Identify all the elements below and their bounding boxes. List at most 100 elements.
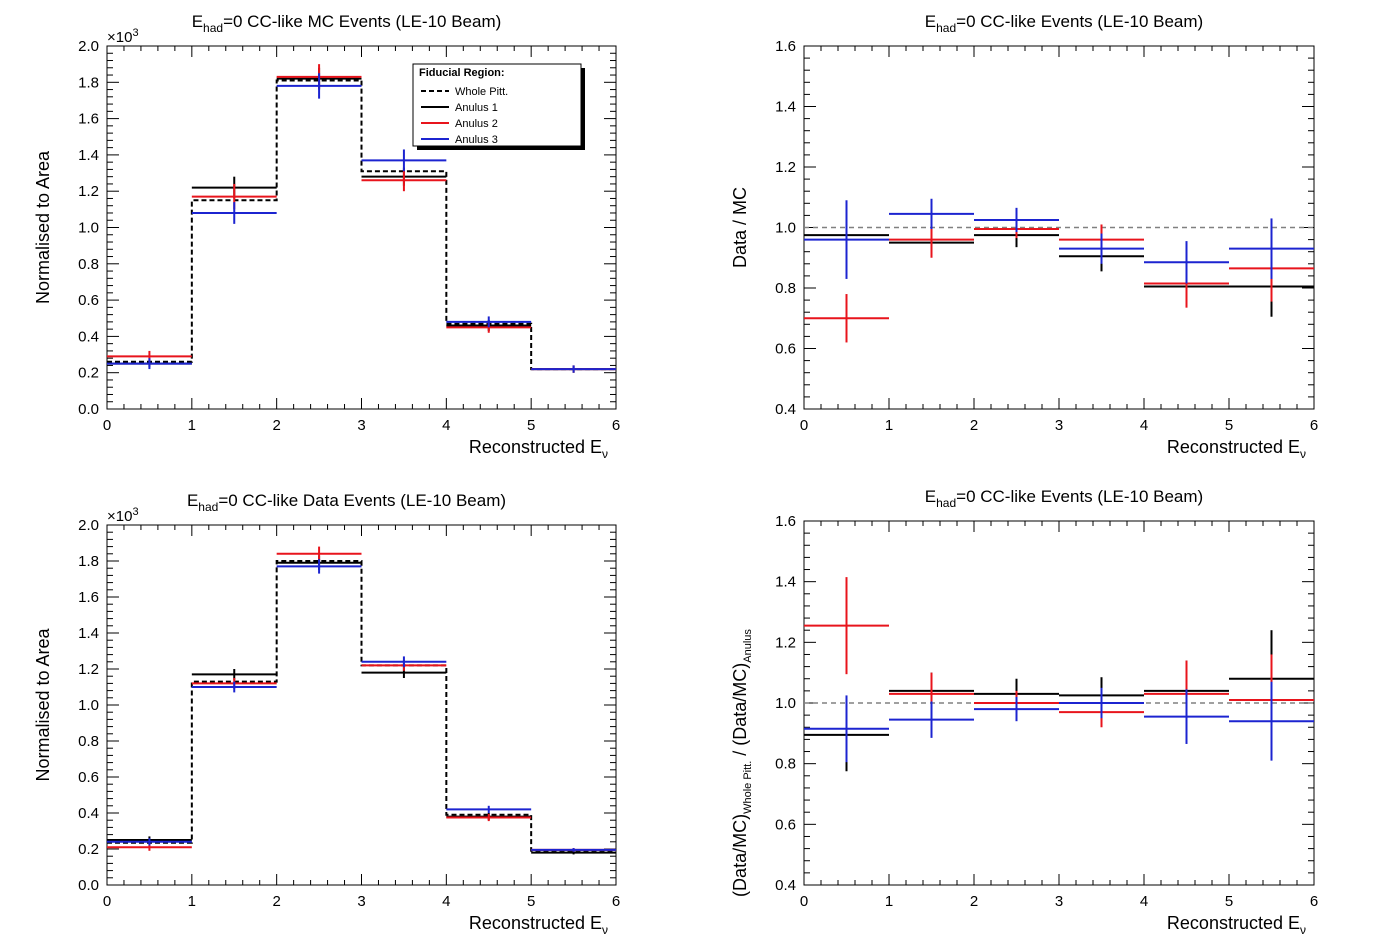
y-tick-label: 1.0 — [78, 220, 99, 237]
x-label-main: Reconstructed E — [1167, 913, 1300, 933]
y-tick-label: 0.6 — [78, 769, 99, 786]
x-tick-label: 2 — [272, 417, 280, 434]
y-tick-label: 1.2 — [78, 661, 99, 678]
y-tick-label: 0.2 — [78, 841, 99, 858]
x-tick-label: 2 — [970, 893, 978, 910]
y-tick-label: 1.8 — [78, 553, 99, 570]
x-tick-label: 5 — [527, 417, 535, 434]
series-an3 — [804, 198, 1314, 284]
series-an3 — [107, 559, 616, 852]
x-axis-label: Reconstructed Eν — [469, 437, 608, 461]
x-axis-label: Reconstructed Eν — [469, 913, 608, 937]
title-rest: =0 CC-like Data Events (LE-10 Beam) — [218, 491, 506, 510]
y-tick-label: 2.0 — [78, 517, 99, 534]
x-label-main: Reconstructed E — [469, 913, 602, 933]
y-tick-label: 1.6 — [775, 513, 796, 530]
y-tick-label: 1.0 — [775, 220, 796, 237]
y-tick-label: 1.4 — [775, 574, 796, 591]
y-tick-label: 0.4 — [78, 328, 99, 345]
y-tick-label: 1.0 — [775, 695, 796, 712]
series-an3 — [804, 681, 1314, 763]
x-tick-label: 6 — [1310, 417, 1318, 434]
title-subscript: had — [936, 21, 956, 35]
series-an2 — [804, 219, 1314, 343]
x-tick-label: 0 — [103, 893, 111, 910]
chart-panel-3: 0.0 0.2 0.4 0.6 0.8 1.0 1.2 1.4 1.6 1.8 2.0 0 1 2 3 4 5 6… — [33, 491, 620, 937]
y-tick-label: 0.4 — [78, 805, 99, 822]
histogram-line — [107, 79, 616, 371]
x-tick-label: 6 — [612, 893, 620, 910]
y-tick-label: 0.6 — [775, 341, 796, 358]
title-main: E — [925, 487, 936, 506]
x-tick-label: 3 — [357, 417, 365, 434]
chart-panel-1: 0.0 0.2 0.4 0.6 0.8 1.0 1.2 1.4 1.6 1.8 2.0 0 1 2 3 4 5 6… — [33, 12, 620, 461]
x-tick-label: 1 — [885, 893, 893, 910]
x-tick-label: 4 — [1140, 417, 1148, 434]
x-tick-label: 6 — [1310, 893, 1318, 910]
y-tick-label: 0.4 — [775, 401, 796, 418]
y-tick-label: 0.6 — [78, 292, 99, 309]
chart-title: Ehad=0 CC-like Events (LE-10 Beam) — [925, 487, 1203, 510]
x-tick-label: 1 — [188, 417, 196, 434]
y-label-subscript: Anulus — [742, 629, 754, 663]
chart-panel-4: 0.4 0.6 0.8 1.0 1.2 1.4 1.6 0 1 2 3 4 5 6 Ehad=0 CC-li… — [730, 487, 1318, 937]
y-tick-label: 0.8 — [78, 733, 99, 750]
legend-header: Fiducial Region: — [419, 67, 505, 79]
title-rest: =0 CC-like Events (LE-10 Beam) — [956, 487, 1203, 506]
y-label-part: (Data/MC) — [730, 814, 750, 897]
x-tick-label: 4 — [442, 893, 450, 910]
y-axis-multiplier: ×103 — [107, 506, 139, 525]
multiplier-exponent: 3 — [132, 27, 138, 39]
x-tick-label: 3 — [1055, 893, 1063, 910]
y-tick-label: 1.6 — [78, 111, 99, 128]
title-main: E — [187, 491, 198, 510]
legend-entry: Anulus 1 — [455, 102, 498, 114]
x-label-subscript: ν — [1300, 447, 1306, 461]
y-tick-label: 2.0 — [78, 38, 99, 55]
y-tick-label: 1.2 — [775, 634, 796, 651]
x-tick-label: 5 — [527, 893, 535, 910]
y-tick-label: 1.2 — [775, 159, 796, 176]
y-tick-label: 0.4 — [775, 877, 796, 894]
y-tick-label: 0.8 — [775, 756, 796, 773]
series-whole — [107, 79, 616, 371]
x-label-subscript: ν — [602, 923, 608, 937]
x-tick-label: 0 — [103, 417, 111, 434]
histogram-line — [107, 560, 616, 852]
x-tick-label: 1 — [885, 417, 893, 434]
title-subscript: had — [936, 496, 956, 510]
x-tick-label: 3 — [357, 893, 365, 910]
x-tick-label: 3 — [1055, 417, 1063, 434]
y-tick-label: 1.4 — [78, 147, 99, 164]
chart-title: Ehad=0 CC-like MC Events (LE-10 Beam) — [192, 12, 502, 35]
y-tick-label: 1.6 — [775, 38, 796, 55]
y-label-subscript: Whole Pitt. — [742, 761, 754, 814]
title-subscript: had — [203, 21, 223, 35]
y-tick-label: 0.0 — [78, 401, 99, 418]
x-tick-label: 2 — [272, 893, 280, 910]
series-an1 — [107, 555, 616, 855]
y-axis-label: Data / MC — [730, 187, 750, 268]
y-tick-label: 1.6 — [78, 589, 99, 606]
series-whole — [107, 560, 616, 852]
title-subscript: had — [198, 500, 218, 514]
x-tick-label: 2 — [970, 417, 978, 434]
y-tick-label: 1.2 — [78, 183, 99, 200]
chart-title: Ehad=0 CC-like Events (LE-10 Beam) — [925, 12, 1203, 35]
x-axis-label: Reconstructed Eν — [1167, 913, 1306, 937]
series-an1 — [804, 222, 1314, 317]
y-label-part: / (Data/MC) — [730, 663, 750, 761]
x-axis-label: Reconstructed Eν — [1167, 437, 1306, 461]
x-tick-label: 0 — [800, 893, 808, 910]
x-tick-label: 4 — [1140, 893, 1148, 910]
y-tick-label: 1.4 — [78, 625, 99, 642]
chart-panel-2: 0.4 0.6 0.8 1.0 1.2 1.4 1.6 0 1 2 3 4 5 6 Ehad=0 CC-li… — [730, 12, 1318, 461]
y-axis-multiplier: ×103 — [107, 27, 139, 46]
legend-entry: Anulus 2 — [455, 118, 498, 130]
x-label-subscript: ν — [602, 447, 608, 461]
y-tick-label: 0.8 — [775, 280, 796, 297]
y-axis-label: (Data/MC)Whole Pitt. / (Data/MC)Anulus — [730, 629, 754, 897]
series-an2 — [107, 546, 616, 852]
title-main: E — [925, 12, 936, 31]
